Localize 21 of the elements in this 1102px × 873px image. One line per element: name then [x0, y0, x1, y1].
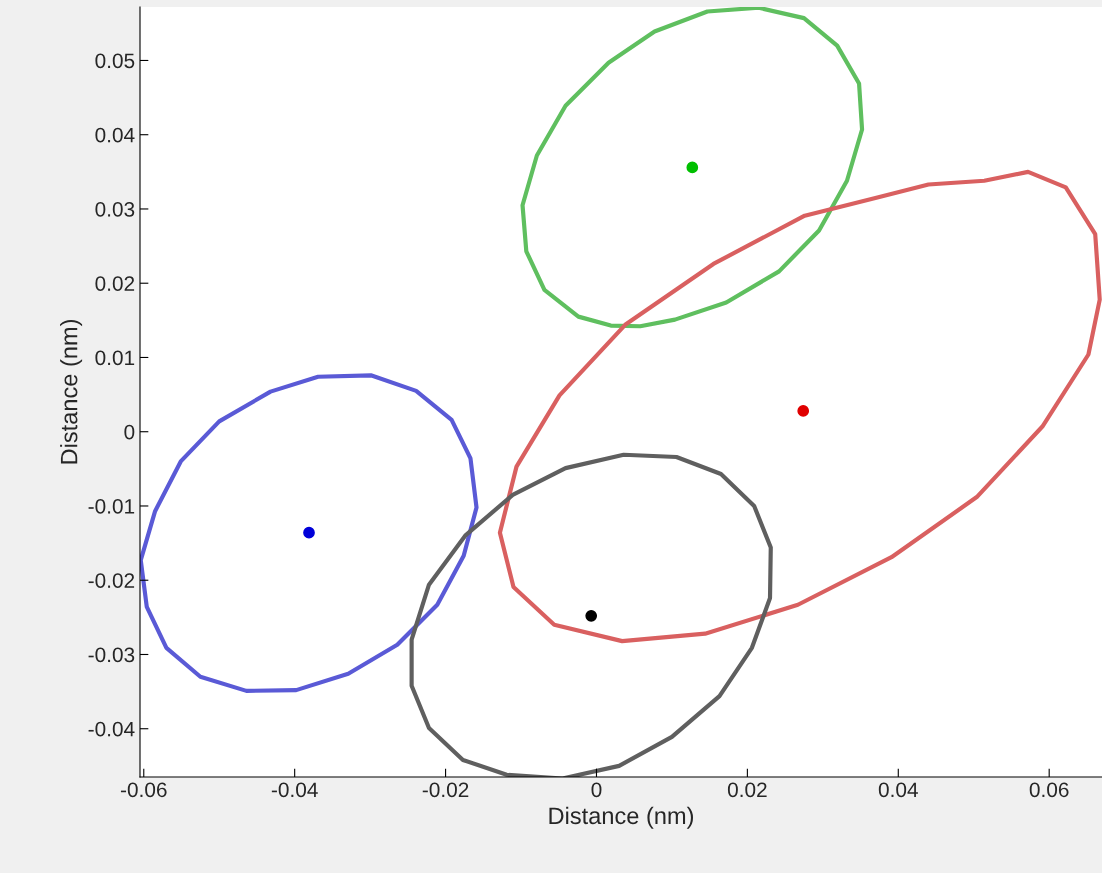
y-tick-label: 0 — [124, 424, 135, 440]
x-tick-label: 0.04 — [878, 782, 918, 798]
y-tick-label: 0.03 — [95, 201, 135, 217]
point — [797, 405, 810, 417]
y-tick-label: 0.01 — [95, 350, 135, 366]
y-tick-label: -0.04 — [88, 721, 135, 737]
x-tick-label: 0.02 — [727, 782, 767, 798]
y-axis-title: Distance (nm) — [60, 319, 83, 464]
y-tick-label: 0.04 — [95, 127, 135, 143]
y-tick-label: -0.02 — [88, 573, 135, 588]
y-tick-label: -0.03 — [88, 647, 135, 663]
x-tick-label: 0.06 — [1029, 782, 1069, 798]
y-tick-label: 0.05 — [95, 53, 135, 69]
x-tick-label: -0.06 — [120, 782, 167, 798]
x-axis-title: Distance (nm) — [549, 806, 694, 829]
x-tick-label: 0 — [591, 782, 602, 798]
y-tick-label: 0.02 — [95, 276, 135, 291]
x-tick-label: -0.02 — [422, 782, 469, 798]
y-tick-label: -0.01 — [88, 498, 135, 514]
point — [585, 610, 598, 622]
x-tick-label: -0.04 — [271, 782, 318, 798]
